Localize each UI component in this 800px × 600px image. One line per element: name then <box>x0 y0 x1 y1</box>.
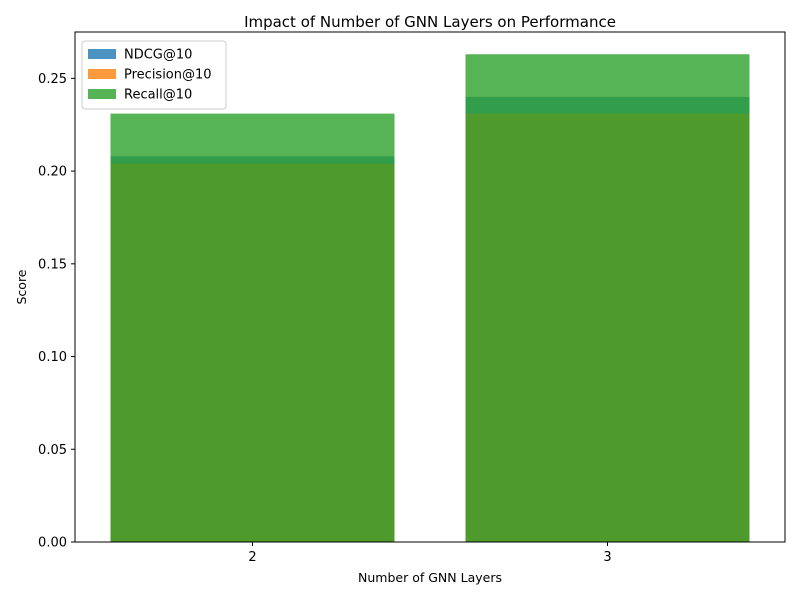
bar-recall-10-2 <box>110 113 395 542</box>
legend-label: Precision@10 <box>124 68 212 83</box>
x-tick-label: 3 <box>603 550 611 565</box>
y-tick-label: 0.05 <box>38 443 67 458</box>
y-axis: 0.00 0.05 0.10 0.15 0.20 0.25 <box>38 72 75 551</box>
y-tick-label: 0.20 <box>38 165 67 180</box>
legend: NDCG@10 Precision@10 Recall@10 <box>81 40 227 110</box>
plot-frame <box>74 31 786 543</box>
legend-label: Recall@10 <box>124 88 192 103</box>
legend-label: NDCG@10 <box>124 48 192 63</box>
legend-swatch <box>88 69 116 79</box>
legend-swatch <box>88 89 116 99</box>
bar-recall-10-3 <box>465 54 750 542</box>
bars-group <box>110 54 750 542</box>
chart-title: Impact of Number of GNN Layers on Perfor… <box>244 13 616 31</box>
legend-swatch <box>88 49 116 59</box>
x-axis-label: Number of GNN Layers <box>358 570 502 585</box>
x-tick-label: 2 <box>248 550 256 565</box>
y-tick-label: 0.00 <box>38 536 67 551</box>
y-axis-label: Score <box>14 269 29 304</box>
y-tick-label: 0.15 <box>38 257 67 272</box>
legend-box <box>81 40 227 110</box>
y-tick-label: 0.25 <box>38 72 67 87</box>
y-tick-label: 0.10 <box>38 350 67 365</box>
